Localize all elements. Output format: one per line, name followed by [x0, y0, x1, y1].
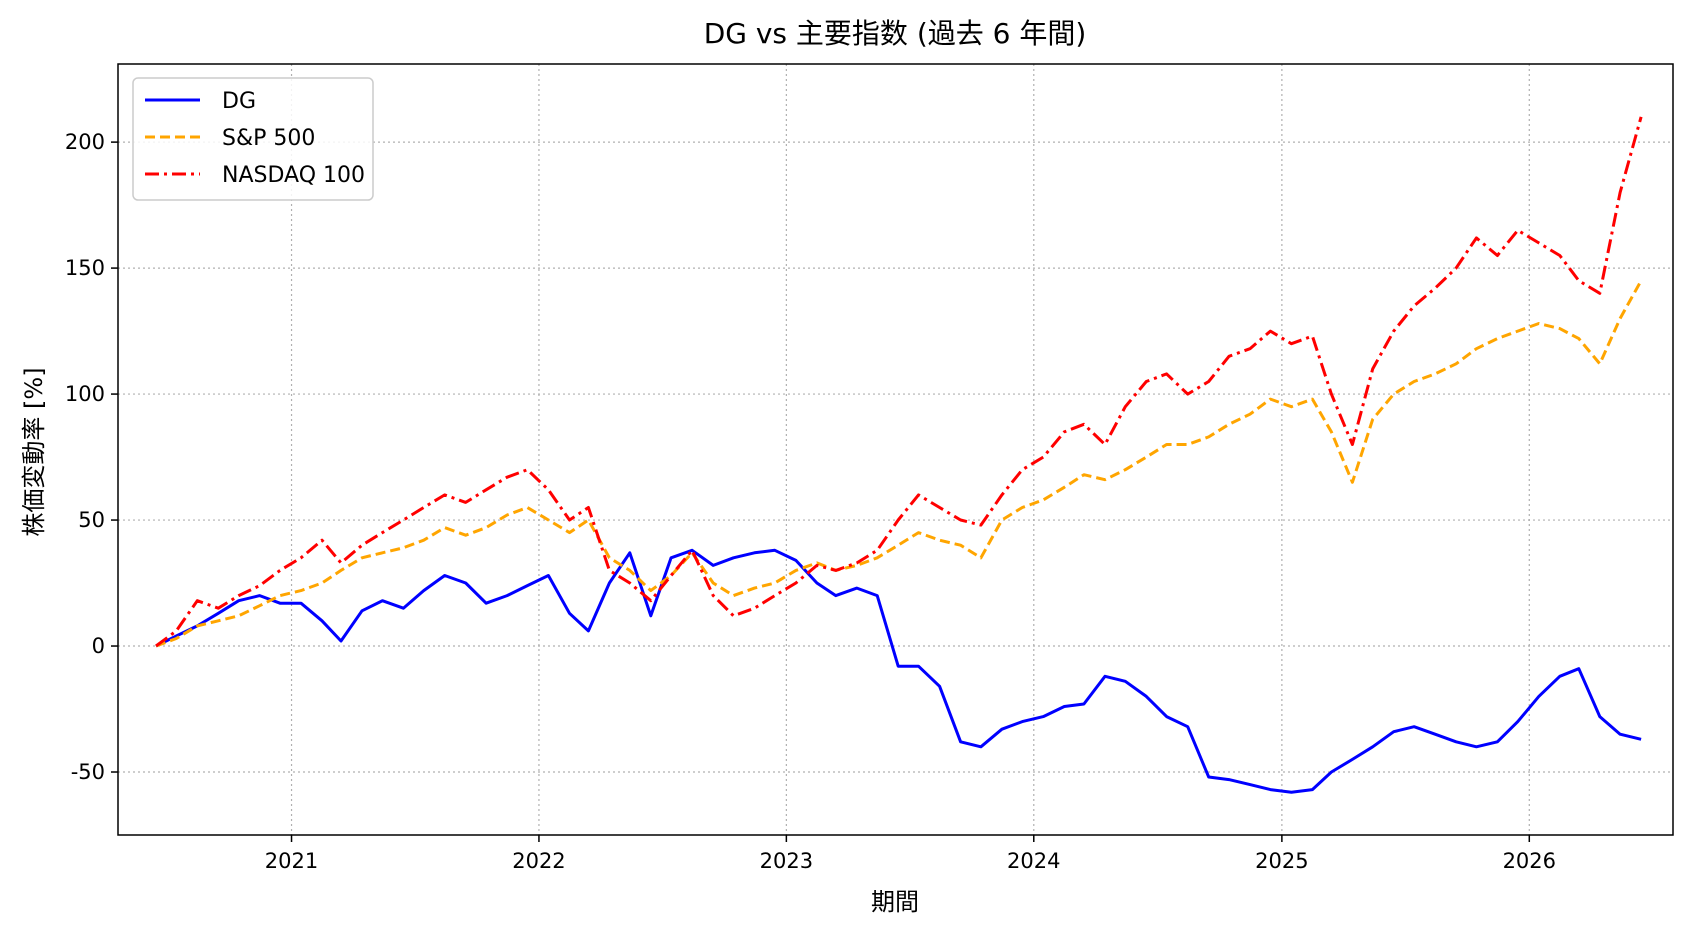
- legend: DG S&P 500 NASDAQ 100: [132, 77, 374, 201]
- series-layer: [155, 116, 1643, 794]
- axes-frame: [117, 63, 1674, 836]
- y-axis-label: 株価変動率 [%]: [20, 367, 48, 536]
- x-tick-label: 2023: [760, 849, 813, 873]
- legend-entry-sp500: S&P 500: [145, 126, 315, 151]
- legend-entry-dg: DG: [145, 89, 256, 114]
- y-tick-label: 150: [65, 256, 105, 280]
- legend-box: [132, 77, 374, 201]
- chart-title: DG vs 主要指数 (過去 6 年間): [704, 17, 1087, 50]
- y-tick-label: 50: [78, 508, 105, 532]
- series-line-dg: [155, 548, 1642, 794]
- x-tick-label: 2021: [265, 849, 318, 873]
- x-axis-label: 期間: [871, 888, 919, 916]
- legend-label-nasdaq100: NASDAQ 100: [222, 163, 365, 188]
- series-line-sp500: [155, 279, 1643, 648]
- x-tick-label: 2026: [1503, 849, 1556, 873]
- y-tick-label: -50: [71, 760, 105, 784]
- x-tick-label: 2025: [1255, 849, 1308, 873]
- legend-entry-nasdaq100: NASDAQ 100: [145, 163, 365, 188]
- y-tick-label: 0: [92, 634, 105, 658]
- series-line-nasdaq100: [155, 116, 1643, 648]
- legend-label-dg: DG: [222, 89, 256, 114]
- y-tick-label: 100: [65, 382, 105, 406]
- x-tick-label: 2022: [512, 849, 565, 873]
- ticks: 2021 2022 2023 2024 2025 2026 -50 0 50 100 150 200: [65, 130, 1556, 873]
- y-tick-label: 200: [65, 130, 105, 154]
- legend-label-sp500: S&P 500: [222, 126, 315, 151]
- x-tick-label: 2024: [1007, 849, 1060, 873]
- grid: [118, 64, 1673, 835]
